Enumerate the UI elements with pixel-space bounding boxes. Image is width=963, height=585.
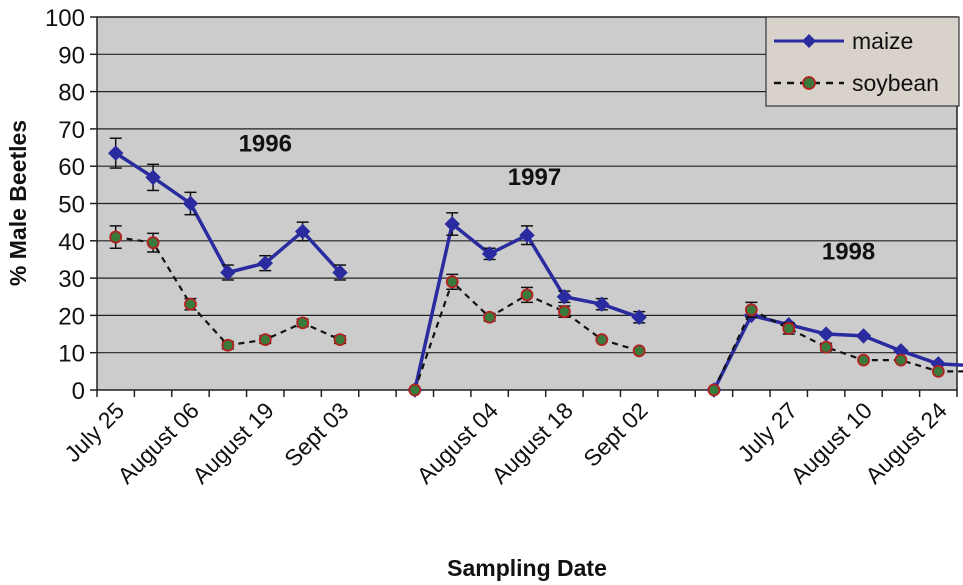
data-point-soybean bbox=[185, 299, 196, 310]
x-tick-label: August 19 bbox=[187, 397, 279, 489]
x-tick-label: August 06 bbox=[112, 397, 204, 489]
annotation-year: 1997 bbox=[508, 164, 561, 191]
data-point-soybean bbox=[596, 334, 607, 345]
data-point-soybean bbox=[522, 289, 533, 300]
data-point-soybean bbox=[447, 276, 458, 287]
y-tick-label: 20 bbox=[58, 303, 85, 330]
data-point-soybean bbox=[634, 345, 645, 356]
y-tick-label: 30 bbox=[58, 266, 85, 293]
y-tick-label: 70 bbox=[58, 117, 85, 144]
data-point-soybean bbox=[297, 317, 308, 328]
data-point-soybean bbox=[559, 306, 570, 317]
legend-label-soybean: soybean bbox=[852, 70, 939, 96]
legend-marker-soybean bbox=[803, 77, 815, 89]
data-point-soybean bbox=[222, 340, 233, 351]
data-point-soybean bbox=[148, 237, 159, 248]
data-point-soybean bbox=[110, 232, 121, 243]
y-tick-label: 10 bbox=[58, 341, 85, 368]
x-tick-label: August 10 bbox=[785, 397, 877, 489]
y-tick-label: 60 bbox=[58, 154, 85, 181]
legend-label-maize: maize bbox=[852, 28, 913, 54]
y-tick-label: 40 bbox=[58, 229, 85, 256]
data-point-soybean bbox=[858, 355, 869, 366]
data-point-soybean bbox=[895, 355, 906, 366]
x-tick-label: August 18 bbox=[486, 397, 578, 489]
data-point-soybean bbox=[708, 385, 719, 396]
legend: maize soybean bbox=[766, 17, 959, 106]
data-point-soybean bbox=[260, 334, 271, 345]
annotation-year: 1998 bbox=[822, 238, 875, 265]
x-tick-label: July 27 bbox=[732, 397, 802, 467]
data-point-soybean bbox=[746, 304, 757, 315]
data-point-soybean bbox=[335, 334, 346, 345]
y-tick-label: 100 bbox=[45, 5, 85, 32]
x-tick-label: August 04 bbox=[412, 397, 504, 489]
data-point-soybean bbox=[821, 342, 832, 353]
x-tick-label: August 24 bbox=[860, 397, 952, 489]
data-point-soybean bbox=[484, 312, 495, 323]
y-axis-label: % Male Beetles bbox=[5, 120, 31, 286]
data-point-soybean bbox=[783, 323, 794, 334]
y-tick-label: 50 bbox=[58, 192, 85, 219]
x-tick-label: July 25 bbox=[59, 397, 129, 467]
data-point-soybean bbox=[409, 385, 420, 396]
data-point-soybean bbox=[933, 366, 944, 377]
annotation-year: 1996 bbox=[239, 130, 292, 157]
x-axis-label: Sampling Date bbox=[447, 555, 607, 581]
x-tick-label: Sept 02 bbox=[578, 397, 652, 471]
y-tick-label: 90 bbox=[58, 42, 85, 69]
y-tick-label: 0 bbox=[72, 378, 85, 405]
y-tick-label: 80 bbox=[58, 80, 85, 107]
x-tick-label: Sept 03 bbox=[279, 397, 353, 471]
